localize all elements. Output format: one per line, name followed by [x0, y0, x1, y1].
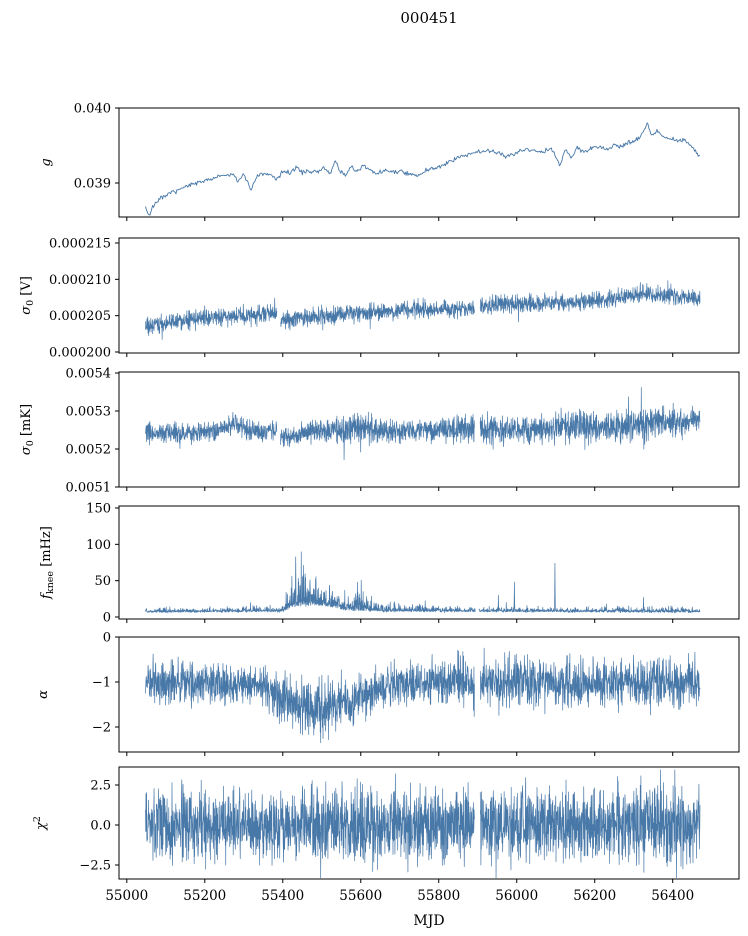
y-tick-label: 0: [103, 631, 111, 646]
y-tick-label: 0.039: [74, 177, 111, 192]
panel-sigma0_mK-border: [118, 371, 740, 488]
y-tick-label: 0.000215: [49, 237, 111, 252]
y-tick-label: 100: [86, 538, 111, 553]
y-axis-label-sigma0_mK: σ0 [mK]: [19, 404, 36, 455]
y-tick-label: 0.040: [74, 102, 111, 117]
y-tick-label: 0: [103, 611, 111, 626]
y-tick-label: 150: [86, 501, 111, 516]
y-tick-label: 0.0: [90, 819, 111, 834]
x-tick-label: 56000: [495, 888, 538, 904]
y-tick-label: −2: [92, 720, 111, 735]
y-axis-label-f_knee: fknee [mHz]: [39, 526, 56, 600]
data-series-sigma0_V: [145, 280, 701, 340]
y-tick-label: −2.5: [79, 859, 111, 874]
panel-sigma0_V-border: [118, 237, 740, 354]
y-tick-label: 0.000200: [49, 345, 111, 360]
y-axis-label-alpha: α: [36, 690, 51, 699]
y-tick-label: 0.000205: [49, 309, 111, 324]
panel-alpha-border: [118, 636, 740, 753]
figure-title: 000451: [400, 9, 457, 27]
x-tick-label: 55400: [261, 888, 304, 904]
y-axis-label-chi2: χ2: [32, 816, 49, 831]
data-series-g: [145, 122, 701, 216]
y-tick-label: 50: [94, 574, 111, 589]
panel-f_knee-border: [118, 505, 740, 620]
panel-g-border: [118, 107, 740, 218]
y-tick-label: 0.0051: [66, 481, 112, 496]
panel-chi2-border: [118, 766, 740, 880]
x-tick-label: 56400: [651, 888, 694, 904]
y-tick-label: 0.0054: [66, 366, 112, 381]
y-tick-label: 0.000210: [49, 273, 111, 288]
data-series-chi2: [145, 769, 701, 879]
y-tick-label: 0.0052: [66, 442, 112, 457]
x-tick-label: 56200: [573, 888, 616, 904]
y-tick-label: −1: [92, 675, 111, 690]
y-tick-label: 2.5: [90, 779, 111, 794]
x-tick-label: 55200: [183, 888, 226, 904]
x-axis-label: MJD: [413, 913, 444, 929]
y-axis-label-g: g: [39, 158, 54, 166]
y-tick-label: 0.0053: [66, 404, 112, 419]
data-series-f_knee: [145, 551, 701, 614]
x-tick-label: 55800: [417, 888, 460, 904]
x-tick-label: 55000: [105, 888, 148, 904]
data-series-alpha: [145, 647, 701, 744]
panels-group: 0.0390.040g0.0002000.0002050.0002100.000…: [19, 102, 740, 904]
y-axis-label-sigma0_V: σ0 [V]: [19, 276, 36, 315]
data-series-sigma0_mK: [145, 387, 701, 461]
x-tick-label: 55600: [339, 888, 382, 904]
